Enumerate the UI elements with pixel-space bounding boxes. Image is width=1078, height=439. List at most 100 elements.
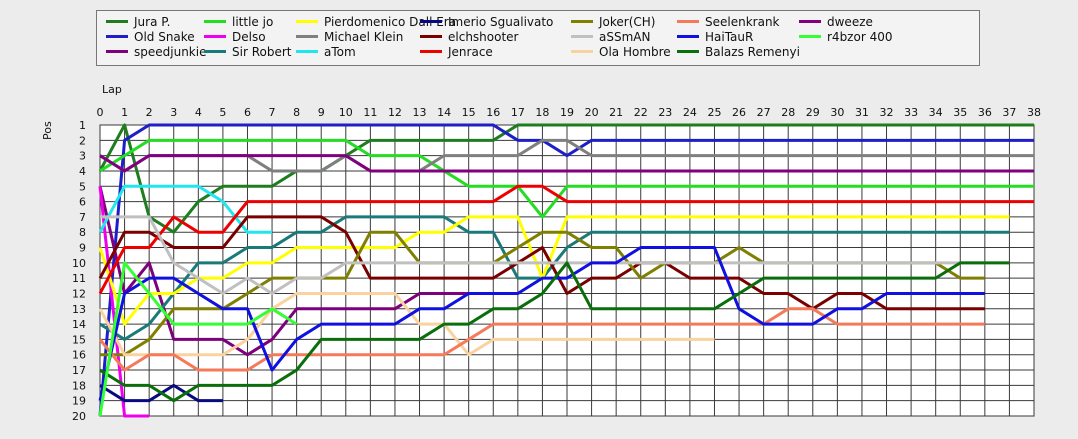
legend-label: aTom bbox=[324, 45, 356, 59]
legend-item: Sir Robert bbox=[204, 45, 291, 59]
legend-swatch bbox=[204, 35, 226, 38]
legend-label: Jenrace bbox=[448, 45, 493, 59]
legend-swatch bbox=[420, 20, 442, 23]
legend-item: HaiTauR bbox=[677, 30, 753, 44]
y-tick-label: 7 bbox=[79, 211, 86, 224]
legend-swatch bbox=[420, 50, 442, 53]
legend-item: Delso bbox=[204, 30, 266, 44]
series-line-17 bbox=[99, 261, 1010, 403]
legend-item: r4bzor 400 bbox=[799, 30, 892, 44]
x-tick-labels: 0 1 2 3 4 5 6 7 8 9 10 11 12 13 14 15 16 17 18 19 20 21 22 23 24… bbox=[97, 106, 1042, 119]
y-tick-label: 3 bbox=[79, 150, 86, 163]
x-tick-label: 33 bbox=[904, 106, 918, 119]
x-tick-label: 26 bbox=[732, 106, 746, 119]
series-layer bbox=[98, 123, 1034, 418]
legend-swatch bbox=[296, 20, 318, 23]
legend-item: speedjunkie bbox=[106, 45, 206, 59]
legend-swatch bbox=[204, 50, 226, 53]
legend-item: elchshooter bbox=[420, 30, 518, 44]
x-tick-label: 16 bbox=[486, 106, 500, 119]
legend-label: Seelenkrank bbox=[705, 15, 780, 29]
x-tick-label: 18 bbox=[535, 106, 549, 119]
series-line-2 bbox=[98, 185, 469, 357]
x-tick-label: 27 bbox=[757, 106, 771, 119]
x-tick-label: 37 bbox=[1002, 106, 1016, 119]
y-tick-label: 1 bbox=[79, 119, 86, 132]
legend: Jura P. Old Snake speedjunkie little jo Dels… bbox=[96, 10, 980, 66]
legend-swatch bbox=[799, 20, 821, 23]
legend-swatch bbox=[571, 35, 593, 38]
x-tick-label: 34 bbox=[929, 106, 943, 119]
series-line-10 bbox=[98, 215, 985, 311]
y-tick-label: 11 bbox=[72, 272, 86, 285]
y-tick-label: 4 bbox=[79, 165, 86, 178]
x-tick-label: 8 bbox=[293, 106, 300, 119]
series-line-14 bbox=[98, 291, 715, 357]
series-line-1 bbox=[98, 123, 1034, 417]
legend-label: speedjunkie bbox=[134, 45, 207, 59]
legend-item: aTom bbox=[296, 45, 356, 59]
series-line-6 bbox=[98, 215, 1010, 326]
legend-label: Michael Klein bbox=[324, 30, 404, 44]
series-line-11 bbox=[98, 184, 1034, 295]
legend-swatch bbox=[106, 35, 128, 38]
legend-label: aSSmAN bbox=[599, 30, 651, 44]
legend-swatch bbox=[571, 20, 593, 23]
legend-item: Joker(CH) bbox=[571, 15, 655, 29]
legend-item: Jura P. bbox=[106, 15, 170, 29]
y-tick-label: 16 bbox=[72, 349, 86, 362]
legend-label: HaiTauR bbox=[705, 30, 754, 44]
legend-label: Delso bbox=[232, 30, 266, 44]
x-tick-label: 24 bbox=[683, 106, 697, 119]
legend-label: dweeze bbox=[827, 15, 873, 29]
legend-label: r4bzor 400 bbox=[827, 30, 893, 44]
legend-item: Seelenkrank bbox=[677, 15, 780, 29]
series-line-3 bbox=[99, 138, 1034, 219]
legend-item: Jenrace bbox=[420, 45, 493, 59]
x-tick-label: 3 bbox=[170, 106, 177, 119]
series-line-18 bbox=[99, 154, 1034, 173]
x-axis-label: Lap bbox=[102, 83, 122, 96]
legend-swatch bbox=[296, 35, 318, 38]
y-tick-label: 15 bbox=[72, 333, 86, 346]
legend-swatch bbox=[106, 20, 128, 23]
y-tick-label: 17 bbox=[72, 364, 86, 377]
legend-swatch bbox=[677, 20, 699, 23]
y-tick-label: 6 bbox=[79, 196, 86, 209]
legend-item: Balazs Remenyi bbox=[677, 45, 800, 59]
x-tick-label: 6 bbox=[244, 106, 251, 119]
series-line-0 bbox=[98, 123, 1034, 234]
series-line-8 bbox=[98, 184, 273, 234]
x-tick-label: 38 bbox=[1027, 106, 1041, 119]
legend-label: Ola Hombre bbox=[599, 45, 671, 59]
x-tick-label: 31 bbox=[855, 106, 869, 119]
x-tick-label: 14 bbox=[437, 106, 451, 119]
y-tick-label: 20 bbox=[72, 410, 86, 423]
legend-swatch bbox=[677, 50, 699, 53]
y-tick-label: 5 bbox=[79, 180, 86, 193]
x-tick-label: 2 bbox=[146, 106, 153, 119]
x-tick-label: 12 bbox=[388, 106, 402, 119]
x-tick-label: 4 bbox=[195, 106, 202, 119]
x-tick-label: 10 bbox=[339, 106, 353, 119]
y-axis-label: Pos bbox=[41, 121, 54, 140]
legend-item: dweeze bbox=[799, 15, 873, 29]
legend-label: Pierdomenico Dall Era bbox=[324, 15, 457, 29]
x-tick-label: 21 bbox=[609, 106, 623, 119]
x-tick-label: 32 bbox=[880, 106, 894, 119]
legend-swatch bbox=[799, 35, 821, 38]
legend-swatch bbox=[420, 35, 442, 38]
legend-swatch bbox=[677, 35, 699, 38]
legend-item: Pierdomenico Dall Era bbox=[296, 15, 456, 29]
y-tick-label: 12 bbox=[72, 287, 86, 300]
x-tick-label: 5 bbox=[219, 106, 226, 119]
legend-label: Balazs Remenyi bbox=[705, 45, 800, 59]
x-tick-label: 29 bbox=[806, 106, 820, 119]
legend-item: little jo bbox=[204, 15, 273, 29]
series-line-15 bbox=[98, 307, 985, 372]
y-tick-label: 13 bbox=[72, 303, 86, 316]
y-tick-label: 9 bbox=[79, 242, 86, 255]
x-tick-label: 23 bbox=[658, 106, 672, 119]
